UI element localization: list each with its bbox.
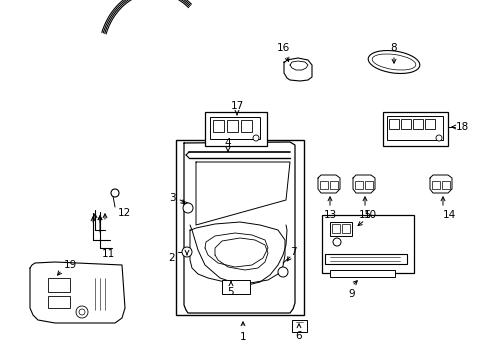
- Text: 7: 7: [289, 247, 296, 257]
- Circle shape: [183, 203, 193, 213]
- Bar: [441, 181, 449, 189]
- Text: 18: 18: [454, 122, 468, 132]
- Bar: [354, 181, 362, 189]
- Bar: [331, 224, 339, 233]
- Text: 8: 8: [390, 43, 397, 53]
- Text: 5: 5: [227, 287, 234, 297]
- Bar: [386, 116, 442, 140]
- Circle shape: [332, 238, 340, 246]
- Bar: [291, 320, 306, 332]
- Bar: [319, 181, 327, 189]
- Text: 10: 10: [363, 210, 376, 220]
- Bar: [364, 181, 372, 189]
- Bar: [226, 120, 238, 132]
- Bar: [209, 117, 260, 139]
- Bar: [329, 181, 337, 189]
- Ellipse shape: [367, 50, 419, 73]
- Text: 4: 4: [224, 138, 231, 148]
- Bar: [321, 215, 413, 273]
- Text: 1: 1: [239, 332, 246, 342]
- Bar: [431, 181, 439, 189]
- Text: 16: 16: [276, 43, 289, 53]
- Bar: [176, 140, 304, 315]
- Bar: [329, 270, 394, 277]
- Text: 17: 17: [230, 101, 243, 111]
- Bar: [341, 224, 349, 233]
- Text: 2: 2: [168, 253, 175, 263]
- Circle shape: [278, 267, 287, 277]
- Bar: [222, 280, 249, 294]
- Circle shape: [76, 306, 88, 318]
- Bar: [388, 119, 398, 129]
- Text: 14: 14: [442, 210, 455, 220]
- Text: 13: 13: [323, 210, 336, 220]
- Bar: [48, 278, 70, 292]
- Circle shape: [182, 247, 192, 257]
- Bar: [400, 119, 410, 129]
- Text: 9: 9: [348, 289, 355, 299]
- Bar: [48, 296, 70, 308]
- Bar: [329, 222, 351, 236]
- Text: 11: 11: [101, 249, 114, 259]
- Bar: [325, 254, 406, 264]
- Bar: [424, 119, 434, 129]
- Text: 6: 6: [295, 331, 302, 341]
- Text: 12: 12: [117, 208, 130, 218]
- Bar: [382, 112, 447, 146]
- Text: 15: 15: [358, 210, 371, 220]
- Ellipse shape: [371, 54, 415, 70]
- Circle shape: [435, 135, 441, 141]
- Bar: [412, 119, 422, 129]
- Circle shape: [79, 309, 85, 315]
- Bar: [213, 120, 224, 132]
- Circle shape: [111, 189, 119, 197]
- Text: 3: 3: [168, 193, 175, 203]
- Circle shape: [252, 135, 259, 141]
- Text: 19: 19: [63, 260, 77, 270]
- Bar: [241, 120, 251, 132]
- Bar: [204, 112, 266, 146]
